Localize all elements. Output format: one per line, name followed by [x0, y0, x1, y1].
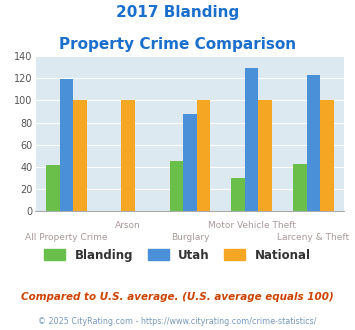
Text: Burglary: Burglary	[171, 233, 209, 242]
Text: Larceny & Theft: Larceny & Theft	[277, 233, 350, 242]
Bar	[183, 114, 197, 211]
Bar	[60, 80, 73, 211]
Text: All Property Crime: All Property Crime	[25, 233, 108, 242]
Legend: Blanding, Utah, National: Blanding, Utah, National	[39, 244, 316, 266]
Text: Compared to U.S. average. (U.S. average equals 100): Compared to U.S. average. (U.S. average …	[21, 292, 334, 302]
Bar	[231, 178, 245, 211]
Bar	[245, 68, 258, 211]
Bar	[258, 100, 272, 211]
Text: Arson: Arson	[115, 221, 141, 230]
Bar	[307, 75, 320, 211]
Text: Motor Vehicle Theft: Motor Vehicle Theft	[208, 221, 296, 230]
Bar	[170, 161, 183, 211]
Bar	[293, 164, 307, 211]
Bar	[46, 165, 60, 211]
Bar	[73, 100, 87, 211]
Bar	[320, 100, 334, 211]
Bar	[121, 100, 135, 211]
Text: © 2025 CityRating.com - https://www.cityrating.com/crime-statistics/: © 2025 CityRating.com - https://www.city…	[38, 317, 317, 326]
Text: Property Crime Comparison: Property Crime Comparison	[59, 37, 296, 52]
Text: 2017 Blanding: 2017 Blanding	[116, 5, 239, 20]
Bar	[197, 100, 210, 211]
